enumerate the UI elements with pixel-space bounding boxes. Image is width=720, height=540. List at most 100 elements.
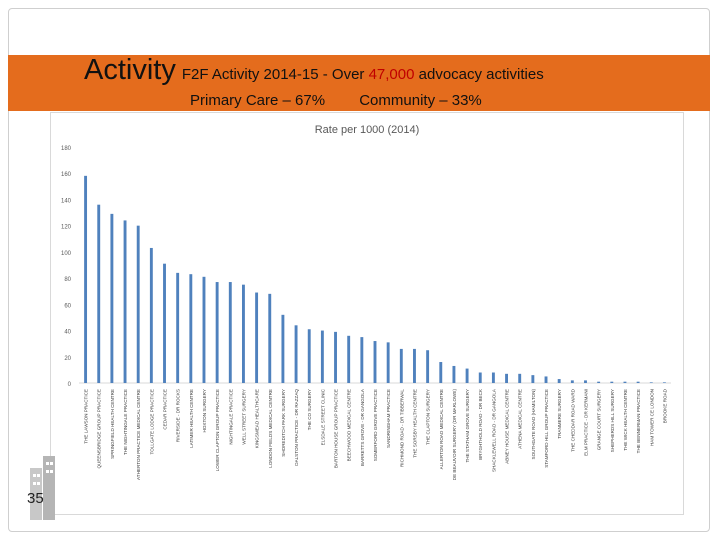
x-tick-label: TOLLGATE LODGE PRACTICE [149,389,154,454]
x-tick-label: TRANMERE SURGERY [557,389,562,439]
bar [255,292,259,383]
bar [215,282,219,383]
x-tick-label: THE CHEDDAR ROAD WARD [570,388,575,452]
chart-title: Rate per 1000 (2014) [315,124,420,136]
title-detail-pre: F2F Activity 2014-15 - Over [181,66,369,83]
x-tick-label: NIGHTINGALE PRACTICE [228,389,233,445]
bar [110,213,114,383]
x-tick-label: SOUTHGATE ROAD (HAMILTON) [531,389,536,460]
bar [465,368,469,383]
bar [97,204,101,383]
slide-frame [8,8,710,532]
x-tick-label: ELM PRACTICE - DR KERMANI [583,389,588,456]
x-tick-label: RIVERSIDE - DR ROCKS [176,389,181,442]
x-tick-label: CEDAR PRACTICE [163,389,168,430]
bar [360,337,364,383]
y-tick-label: 120 [61,225,72,231]
x-tick-label: SHACKLEWELL ROAD - DR GANGOLA [491,388,496,472]
title-activity: Activity [84,54,176,86]
bar [413,348,416,383]
x-tick-label: THE BENNERMAN PRACTICE [636,389,641,453]
bar [123,220,127,383]
bar [584,380,587,383]
bar [189,274,193,383]
x-tick-label: WELL STREET SURGERY [241,389,246,445]
x-tick-label: ABNEY HOUSE MEDICAL CENTRE [505,389,510,464]
x-tick-label: THE CLAPTON SURGERY [426,389,431,445]
x-tick-label: LATIMER HEALTH CENTRE [189,389,194,448]
chart-container: Rate per 1000 (2014) 0 20 40 60 80 100 120 140 16… [50,112,684,515]
bar [334,331,337,383]
x-tick-label: SANDRINGHAM PRACTICE [386,389,391,448]
bar [544,376,548,383]
y-tick-label: 140 [61,198,72,204]
bar [491,372,495,383]
bar [294,325,298,383]
bar [149,247,153,383]
x-tick-label: THE STATHAM GROVE SURGERY [465,389,470,463]
x-tick-label: THE WICK HEALTH CENTRE [623,389,628,451]
x-tick-label: QUEENSBRIDGE GROUP PRACTICE [97,389,102,469]
y-tick-label: 160 [61,172,72,178]
y-tick-label: 20 [64,356,71,362]
x-tick-label: RICHMOND ROAD - DR TIBBERWAL [399,389,404,467]
bar [228,282,232,383]
x-tick-label: BARTON HOUSE GROUP PRACTICE [334,389,339,468]
x-tick-label: ELSDALE STREET CLINIC [320,388,325,445]
x-tick-label: SOMERFORD GROVE PRACTICE [373,389,378,461]
bar [518,373,522,383]
x-tick-label: BROOKE ROAD [662,388,667,423]
x-tick-label: ALLERTON ROAD MEDICAL CENTRE [439,389,444,469]
bar [281,314,285,383]
bar [84,175,88,383]
x-tick-label: GRANGE COURT SURGERY [597,389,602,450]
x-tick-label: ATHENA MEDICAL CENTRE [518,389,523,449]
title-detail-post: advocacy activities [414,66,544,83]
x-tick-label: THE NIGHTINGALE PRACTICE [123,389,128,455]
x-tick-label: BARRETTS GROVE - DR GANGOLA [360,388,365,466]
x-tick-label: BRYGHTHOLD ROAD - DR BECK [478,388,483,460]
x-tick-label: SHOREDITCH PARK SURGERY [281,389,286,457]
title-banner [8,55,710,111]
bar [439,362,443,383]
bar [531,375,535,383]
building-icon [30,456,55,520]
x-tick-label: THE LAWSON PRACTICE [84,389,89,444]
bar [426,350,430,383]
bar [662,382,666,383]
title-detail: F2F Activity 2014-15 - Over 47,000 advoc… [182,66,544,83]
bar [307,329,311,383]
bar [505,373,509,383]
x-tick-label: KINGSMEAD HEALTHCARE [255,389,260,448]
bar-chart: Rate per 1000 (2014) 0 20 40 60 80 100 120 140 16… [61,124,671,480]
bar [557,379,561,383]
y-tick-label: 80 [64,277,71,283]
x-tick-label: HAM TOWER CE LONDON [649,389,654,446]
bar [163,263,166,383]
x-tick-label: SPRINGFIELD HEALTH CENTRE [110,389,115,459]
bar [570,380,574,383]
bar [136,225,140,383]
title-highlight-number: 47,000 [368,66,415,83]
bar [399,348,403,383]
subtitle-community: Community – 33% [359,92,482,109]
subtitle-primary-care: Primary Care – 67% [190,92,326,109]
slide-title: Activity F2F Activity 2014-15 - Over 47,0… [84,54,544,87]
x-tick-label: STAMFORD HILL GROUP PRACTICE [544,389,549,468]
subtitle-row: Primary Care – 67% Community – 33% [190,92,512,109]
bar [597,381,601,383]
bar [373,341,377,383]
y-tick-label: 40 [64,330,71,336]
bar [610,381,614,383]
bar [268,293,272,383]
bar [241,284,245,383]
x-tick-label: LONDON FIELDS MEDICAL CENTRE [268,389,273,468]
bar [202,276,206,383]
y-tick-label: 0 [68,382,72,388]
x-tick-label: THE SORSBY HEALTH CENTRE [412,389,417,458]
x-tick-label: DALSTON PRACTICE - DR RAZZAQ [294,389,299,466]
y-tick-label: 100 [61,251,72,257]
x-tick-label: LOWER CLAPTON GROUP PRACTICE [215,389,220,471]
x-tick-label: ATHERTON PRACTICE MEDICAL CENTRE [136,389,141,480]
bar [176,272,180,383]
